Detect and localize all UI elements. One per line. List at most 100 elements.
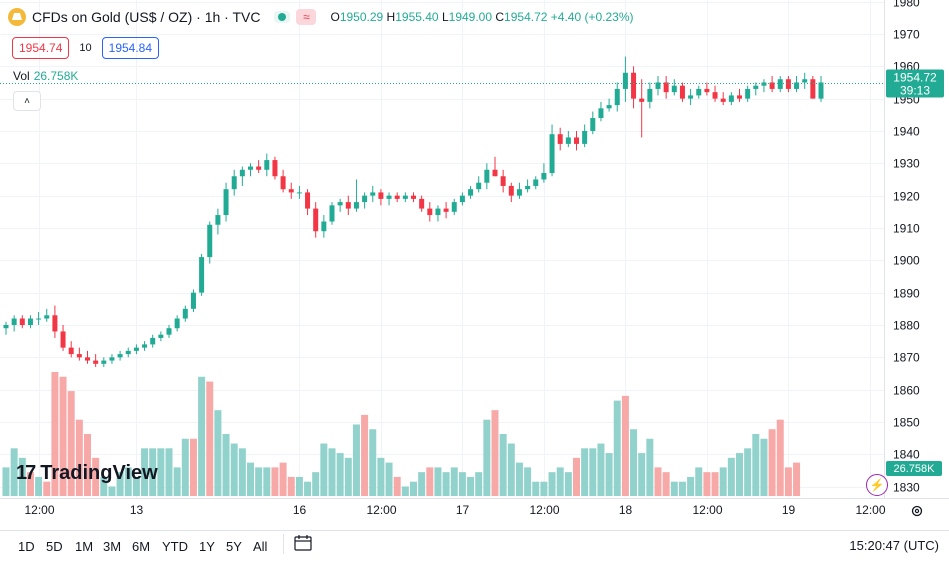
candle-body — [679, 85, 685, 99]
candle-body — [394, 195, 400, 199]
volume-bar — [222, 434, 230, 496]
tradingview-logo-icon: 17 — [16, 462, 36, 484]
wave-icon[interactable]: ≈ — [296, 9, 317, 25]
volume-bar — [467, 476, 475, 496]
volume-bar — [255, 467, 263, 496]
volume-bar — [157, 448, 165, 496]
market-status[interactable] — [274, 11, 291, 23]
volume-bar — [108, 486, 116, 496]
utc-clock[interactable]: 15:20:47 (UTC) — [849, 538, 939, 553]
volume-bar — [687, 476, 695, 496]
volume-bar — [116, 472, 124, 496]
volume-bar — [654, 467, 662, 496]
volume-bar — [328, 448, 336, 496]
volume-bar — [548, 472, 556, 496]
candle-body — [451, 202, 457, 212]
candle-body — [76, 354, 82, 358]
volume-bar — [230, 443, 238, 496]
volume-bar — [141, 448, 149, 496]
time-axis[interactable]: 12:00 13 16 12:00 17 12:00 18 12:00 19 12:00 — [24, 503, 885, 517]
candles — [3, 56, 824, 368]
low-value: 1949.00 — [448, 10, 493, 24]
volume-bar — [401, 486, 409, 496]
candle-body — [541, 173, 547, 180]
candle-body — [215, 215, 221, 225]
candle-body — [44, 315, 50, 319]
candle-body — [631, 72, 637, 99]
volume-bar — [369, 429, 377, 496]
candle-body — [150, 337, 156, 345]
volume-bar — [638, 453, 646, 496]
candle-body — [402, 195, 408, 199]
volume-bar — [678, 481, 686, 496]
volume-bars — [2, 372, 801, 496]
gear-icon[interactable] — [910, 504, 924, 518]
candle-body — [492, 169, 498, 177]
candle-body — [557, 134, 563, 144]
time-tick-label: 12:00 — [366, 503, 396, 517]
candle-body — [728, 95, 734, 102]
range-button-1d[interactable]: 1D — [18, 539, 35, 554]
volume-bar — [295, 476, 303, 496]
candle-body — [818, 82, 824, 99]
change-value: +4.40 (+0.23%) — [550, 10, 634, 24]
candle-body — [484, 169, 490, 183]
volume-bar — [776, 419, 784, 496]
symbol-title[interactable]: CFDs on Gold (US$ / OZ) · 1h · TVC — [32, 9, 261, 25]
volume-bar — [336, 453, 344, 496]
candle-body — [647, 88, 653, 102]
time-tick-label: 18 — [619, 503, 633, 517]
range-button-5d[interactable]: 5D — [46, 539, 63, 554]
candle-body — [655, 82, 661, 89]
range-button-6m[interactable]: 6M — [132, 539, 151, 554]
volume-bar — [132, 476, 140, 496]
volume-bar — [393, 476, 401, 496]
candle-body — [280, 176, 286, 190]
volume-bar — [43, 481, 51, 496]
volume-bar — [621, 395, 629, 496]
candle-body — [207, 224, 213, 258]
range-button-1m[interactable]: 1M — [75, 539, 94, 554]
candle-body — [419, 198, 425, 209]
candle-body — [329, 205, 335, 222]
candle-body — [305, 192, 311, 209]
price-tick-label: 1970 — [893, 28, 920, 42]
bottom-toolbar: 1D 5D 1M 3M 6M YTD 1Y 5Y All — [0, 530, 949, 566]
buy-button[interactable]: 1954.84 — [101, 37, 160, 59]
range-button-1y[interactable]: 1Y — [199, 539, 215, 554]
calendar-icon[interactable] — [294, 535, 312, 551]
volume-bar — [540, 481, 548, 496]
volume-bar — [630, 429, 638, 496]
range-button-5y[interactable]: 5Y — [226, 539, 242, 554]
volume-bar — [727, 457, 735, 496]
price-tick-label: 1920 — [893, 190, 920, 204]
sell-button[interactable]: 1954.74 — [12, 37, 70, 59]
volume-tag-value: 26.758K — [894, 463, 936, 475]
candle-body — [264, 160, 270, 170]
candle-body — [411, 195, 416, 199]
candle-body — [68, 347, 74, 355]
candle-body — [745, 88, 751, 99]
candle-body — [199, 257, 205, 293]
volume-bar — [507, 443, 515, 496]
flash-icon[interactable]: ⚡ — [866, 474, 888, 496]
volume-bar — [26, 472, 34, 496]
range-button-all[interactable]: All — [253, 539, 268, 554]
candle-body — [500, 176, 506, 186]
candle-body — [60, 331, 66, 348]
volume-bar — [646, 438, 654, 496]
candle-body — [802, 79, 808, 83]
candle-body — [190, 292, 196, 309]
candle-body — [777, 79, 783, 89]
collapse-legend-button[interactable]: ˄ — [13, 91, 41, 111]
range-button-3m[interactable]: 3M — [103, 539, 122, 554]
candle-body — [353, 202, 359, 209]
volume-bar — [10, 448, 18, 496]
range-button-ytd[interactable]: YTD — [162, 539, 188, 554]
candle-body — [761, 82, 767, 86]
grid-lines — [0, 0, 884, 498]
candle-body — [11, 318, 17, 325]
volume-bar — [75, 419, 83, 496]
volume-bar — [377, 457, 385, 496]
